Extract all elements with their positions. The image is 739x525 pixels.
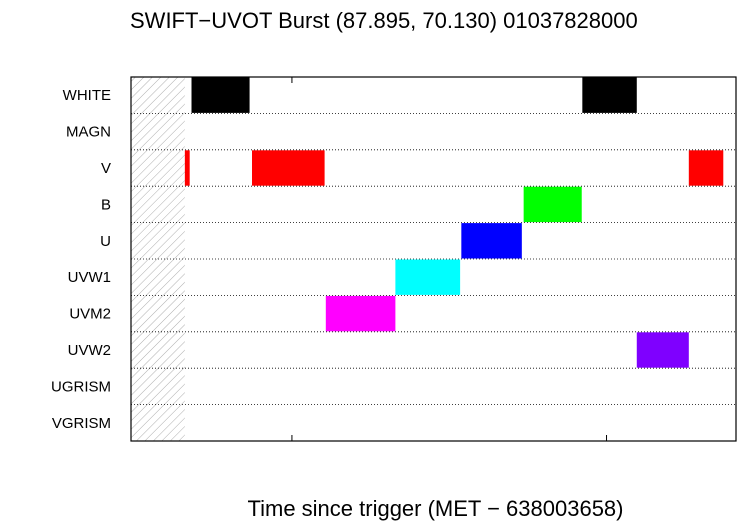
row-label-ugrism: UGRISM	[51, 378, 111, 395]
x-axis-label-text: Time since trigger (MET − 638003658)	[247, 496, 624, 521]
row-label-magn: MAGN	[66, 124, 111, 141]
row-label-uvw1: UVW1	[68, 269, 111, 286]
exposure-bar-v-2	[184, 150, 190, 186]
hatched-region	[131, 77, 185, 441]
exposure-bar-b-5	[523, 186, 582, 223]
row-label-vgrism: VGRISM	[52, 415, 111, 432]
chart-title: SWIFT−UVOT Burst (87.895, 70.130) 010378…	[130, 8, 638, 33]
exposure-bar-uvm2-8	[325, 295, 396, 332]
plot-frame	[130, 76, 737, 442]
exposure-bar-white-0	[191, 77, 250, 113]
exposure-bar-uvw1-7	[395, 259, 461, 295]
row-label-v: V	[101, 160, 111, 177]
x-axis-label: Time since trigger (MET − 638003658)	[0, 496, 739, 522]
exposure-bar-v-4	[688, 150, 724, 186]
row-label-white: WHITE	[63, 87, 111, 104]
exposure-bar-u-6	[461, 223, 522, 259]
exposure-bar-v-3	[252, 150, 325, 186]
exposure-bar-white-1	[582, 77, 637, 113]
row-label-u: U	[100, 233, 111, 250]
row-label-uvm2: UVM2	[69, 306, 111, 323]
row-label-b: B	[101, 196, 111, 213]
exposure-bar-uvw2-9	[636, 332, 689, 368]
row-label-uvw2: UVW2	[68, 342, 111, 359]
